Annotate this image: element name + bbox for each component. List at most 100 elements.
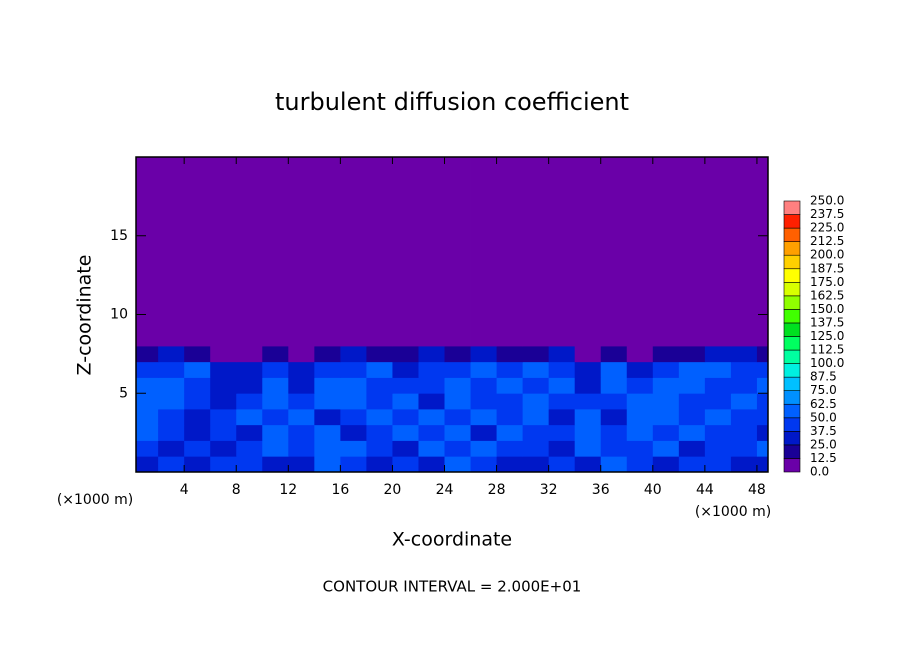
heat-cell: [418, 361, 445, 378]
heat-cell: [574, 456, 602, 473]
heat-cell: [340, 409, 367, 426]
colorbar-swatch: [783, 254, 801, 270]
heat-cell: [314, 456, 341, 473]
colorbar-label: 87.5: [810, 370, 837, 384]
heat-cell: [548, 157, 576, 347]
heat-cell: [626, 424, 654, 441]
heat-cell: [288, 424, 315, 441]
y-tick-label: 10: [110, 307, 128, 323]
heat-cell: [392, 377, 419, 394]
heat-cell: [574, 424, 602, 441]
heat-cell: [158, 409, 185, 426]
heat-cell: [184, 424, 211, 441]
heat-cell: [366, 361, 393, 378]
heat-cell: [730, 393, 758, 410]
heat-cell: [548, 409, 576, 426]
heat-cell: [678, 346, 706, 363]
heat-cell: [262, 440, 289, 457]
colorbar-swatch: [783, 349, 801, 364]
heat-cell: [288, 393, 315, 410]
heat-cell: [314, 346, 341, 363]
heat-cell: [496, 424, 524, 441]
heat-cell: [470, 377, 497, 394]
x-unit-label: (×1000 m): [695, 504, 771, 520]
heat-cell: [470, 440, 497, 457]
heat-cell: [522, 456, 550, 473]
heat-cell: [548, 440, 576, 457]
heat-cell: [756, 377, 769, 394]
heat-cell: [678, 157, 706, 347]
heat-cell: [136, 361, 159, 378]
heat-cell: [548, 456, 576, 473]
heat-cell: [392, 361, 419, 378]
heat-cell: [548, 377, 576, 394]
heat-cell: [444, 424, 471, 441]
heat-cell: [574, 377, 602, 394]
heat-cell: [262, 361, 289, 378]
heat-cell: [418, 440, 445, 457]
x-tick-label: 16: [331, 482, 349, 498]
x-tick-label: 40: [644, 482, 662, 498]
heat-cell: [136, 456, 159, 473]
heat-cell: [704, 393, 732, 410]
heat-cell: [496, 346, 524, 363]
x-tick-label: 28: [488, 482, 506, 498]
heat-cell: [470, 361, 497, 378]
heat-cell: [574, 409, 602, 426]
y-axis-label: Z-coordinate: [74, 255, 96, 376]
x-unit-label: (×1000 m): [57, 492, 133, 508]
heat-cell: [210, 346, 237, 363]
heat-cell: [548, 361, 576, 378]
heat-cell: [136, 440, 159, 457]
heat-cell: [392, 393, 419, 410]
colorbar-label: 225.0: [810, 221, 844, 235]
heat-cell: [756, 440, 769, 457]
heat-cell: [652, 393, 680, 410]
heat-cell: [314, 393, 341, 410]
x-tick-label: 48: [748, 482, 766, 498]
heat-cell: [184, 157, 211, 347]
heat-cell: [418, 377, 445, 394]
x-tick-label: 8: [232, 482, 241, 498]
heat-cell: [236, 440, 263, 457]
heat-cell: [444, 361, 471, 378]
heat-cell: [366, 440, 393, 457]
heat-cell: [600, 424, 628, 441]
heat-cell: [392, 409, 419, 426]
heat-cell: [340, 456, 367, 473]
heat-cell: [704, 440, 732, 457]
y-tick-label: 5: [119, 385, 128, 401]
heat-cell: [262, 409, 289, 426]
heat-cell: [678, 393, 706, 410]
heat-cell: [236, 361, 263, 378]
colorbar-label: 162.5: [810, 288, 844, 302]
heat-cell: [392, 424, 419, 441]
heat-cell: [288, 440, 315, 457]
colorbar-label: 200.0: [810, 248, 844, 262]
heat-cell: [704, 157, 732, 347]
colorbar-swatch: [783, 281, 801, 297]
colorbar-swatch: [783, 322, 801, 337]
heat-cell: [136, 424, 159, 441]
heat-cell: [136, 409, 159, 426]
x-tick-label: 24: [436, 482, 454, 498]
heat-cell: [470, 456, 497, 473]
heat-cell: [730, 424, 758, 441]
heat-cell: [522, 424, 550, 441]
heat-cell: [136, 157, 159, 347]
heat-cell: [340, 440, 367, 457]
heat-cell: [704, 456, 732, 473]
heat-cell: [366, 409, 393, 426]
heat-cell: [652, 440, 680, 457]
heat-cell: [548, 346, 576, 363]
heat-cell: [210, 393, 237, 410]
heat-cell: [288, 456, 315, 473]
heat-cell: [470, 157, 497, 347]
heat-cell: [158, 440, 185, 457]
heat-cell: [340, 424, 367, 441]
heat-cell: [288, 346, 315, 363]
heat-cell: [366, 456, 393, 473]
heat-cell: [210, 157, 237, 347]
heat-cell: [626, 361, 654, 378]
heat-cell: [366, 424, 393, 441]
